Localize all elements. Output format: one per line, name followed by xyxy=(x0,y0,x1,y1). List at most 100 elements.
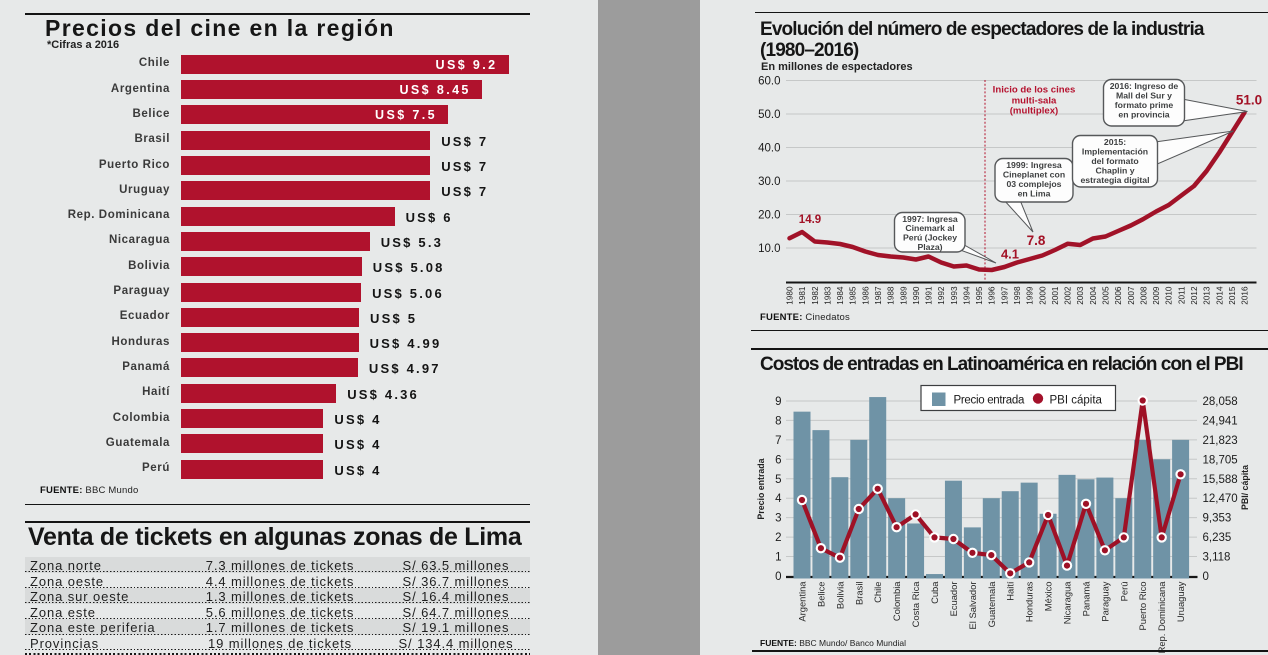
svg-text:Honduras: Honduras xyxy=(1024,581,1035,622)
svg-text:3,118: 3,118 xyxy=(1203,552,1231,564)
svg-text:1992: 1992 xyxy=(937,286,946,305)
svg-text:PBI cápita: PBI cápita xyxy=(1050,395,1103,407)
svg-text:2015:: 2015: xyxy=(1104,137,1126,147)
svg-text:1997: Ingresa: 1997: Ingresa xyxy=(902,214,958,224)
svg-text:1: 1 xyxy=(775,552,781,564)
svg-text:Haití: Haití xyxy=(1005,581,1016,601)
svg-text:1982: 1982 xyxy=(811,286,820,305)
svg-text:1996: 1996 xyxy=(988,286,997,305)
svg-text:5: 5 xyxy=(775,474,781,486)
svg-text:1990: 1990 xyxy=(912,286,921,305)
svg-text:30.0: 30.0 xyxy=(758,176,780,188)
svg-text:Colombia: Colombia xyxy=(891,581,902,621)
svg-text:1983: 1983 xyxy=(823,286,832,305)
svg-text:Inicio de los cines: Inicio de los cines xyxy=(993,85,1076,96)
svg-text:Cinemark al: Cinemark al xyxy=(905,223,954,233)
svg-text:Plaza): Plaza) xyxy=(917,242,942,252)
svg-text:1999: Ingresa: 1999: Ingresa xyxy=(1006,160,1062,170)
svg-text:2011: 2011 xyxy=(1177,286,1186,304)
svg-text:4: 4 xyxy=(775,493,782,505)
svg-text:Chile: Chile xyxy=(872,582,883,603)
svg-text:Chaplin y: Chaplin y xyxy=(1095,166,1134,176)
svg-text:estrategia digital: estrategia digital xyxy=(1080,175,1149,185)
svg-text:2000: 2000 xyxy=(1038,286,1047,305)
svg-text:1987: 1987 xyxy=(874,286,883,305)
svg-text:20.0: 20.0 xyxy=(758,210,780,222)
svg-text:en Lima: en Lima xyxy=(1018,189,1051,199)
svg-text:1989: 1989 xyxy=(899,286,908,305)
svg-text:(multiplex): (multiplex) xyxy=(1010,106,1059,117)
svg-text:2012: 2012 xyxy=(1190,286,1199,305)
svg-text:El Salvador: El Salvador xyxy=(967,582,978,630)
svg-text:9: 9 xyxy=(775,396,781,408)
svg-text:Paraguay: Paraguay xyxy=(1099,581,1110,621)
svg-text:15,588: 15,588 xyxy=(1203,474,1238,486)
svg-text:2007: 2007 xyxy=(1127,286,1136,305)
svg-text:1984: 1984 xyxy=(836,286,845,305)
svg-text:21,823: 21,823 xyxy=(1203,435,1238,447)
svg-text:2016: Ingreso de: 2016: Ingreso de xyxy=(1110,81,1179,91)
svg-text:Precio entrada: Precio entrada xyxy=(756,458,766,519)
svg-text:Bolivia: Bolivia xyxy=(834,581,845,609)
svg-text:formato prime: formato prime xyxy=(1115,100,1174,110)
svg-text:Mall del Sur y: Mall del Sur y xyxy=(1116,91,1172,101)
svg-text:1981: 1981 xyxy=(798,286,807,305)
svg-text:2: 2 xyxy=(775,532,781,544)
svg-text:2001: 2001 xyxy=(1051,286,1060,305)
svg-text:18,705: 18,705 xyxy=(1203,454,1238,466)
svg-text:0: 0 xyxy=(1203,571,1209,583)
svg-text:2003: 2003 xyxy=(1076,286,1085,305)
svg-text:Implementación: Implementación xyxy=(1082,147,1148,157)
svg-text:Uruaguay: Uruaguay xyxy=(1175,581,1186,622)
svg-text:PBI/ cápita: PBI/ cápita xyxy=(1240,465,1250,510)
svg-text:1986: 1986 xyxy=(861,286,870,305)
svg-text:1980: 1980 xyxy=(786,286,795,305)
svg-text:3: 3 xyxy=(775,513,781,525)
svg-text:Perú: Perú xyxy=(1118,582,1129,602)
svg-text:1993: 1993 xyxy=(950,286,959,305)
svg-text:1988: 1988 xyxy=(887,286,896,305)
svg-text:8: 8 xyxy=(775,415,781,427)
svg-text:Brasil: Brasil xyxy=(853,582,864,605)
svg-text:10.0: 10.0 xyxy=(758,243,780,255)
svg-text:40.0: 40.0 xyxy=(758,143,780,155)
svg-text:03 complejos: 03 complejos xyxy=(1006,179,1061,189)
svg-text:Ecuador: Ecuador xyxy=(948,582,959,617)
svg-text:1985: 1985 xyxy=(849,286,858,305)
svg-text:2006: 2006 xyxy=(1114,286,1123,305)
svg-text:60.0: 60.0 xyxy=(758,76,780,88)
svg-text:2014: 2014 xyxy=(1215,286,1224,305)
svg-text:24,941: 24,941 xyxy=(1203,415,1238,427)
svg-text:1998: 1998 xyxy=(1013,286,1022,305)
svg-text:2015: 2015 xyxy=(1228,286,1237,305)
svg-text:Precio entrada: Precio entrada xyxy=(954,395,1025,407)
svg-text:7: 7 xyxy=(775,435,781,447)
svg-text:2002: 2002 xyxy=(1064,286,1073,305)
svg-text:1997: 1997 xyxy=(1000,286,1009,305)
svg-text:7.8: 7.8 xyxy=(1027,233,1046,248)
svg-text:Rep. Dominicana: Rep. Dominicana xyxy=(1156,581,1167,654)
svg-text:Cuba: Cuba xyxy=(929,581,940,604)
svg-text:4.1: 4.1 xyxy=(1001,247,1019,262)
svg-text:0: 0 xyxy=(775,571,781,583)
svg-text:Guatemala: Guatemala xyxy=(986,581,997,628)
svg-text:12,470: 12,470 xyxy=(1203,493,1238,505)
svg-text:Nicaragua: Nicaragua xyxy=(1062,581,1073,625)
svg-text:Panamá: Panamá xyxy=(1081,581,1092,617)
svg-text:en provincia: en provincia xyxy=(1118,110,1169,120)
svg-text:Belice: Belice xyxy=(815,582,826,608)
svg-text:6: 6 xyxy=(775,454,781,466)
svg-text:14.9: 14.9 xyxy=(799,214,821,226)
svg-text:2009: 2009 xyxy=(1152,286,1161,305)
svg-text:Argentina: Argentina xyxy=(797,581,808,622)
svg-text:2013: 2013 xyxy=(1203,286,1212,305)
svg-text:multi-sala: multi-sala xyxy=(1012,96,1057,107)
svg-text:6,235: 6,235 xyxy=(1203,532,1232,544)
svg-text:2005: 2005 xyxy=(1102,286,1111,305)
svg-text:México: México xyxy=(1043,582,1054,612)
svg-text:Puerto Rico: Puerto Rico xyxy=(1137,582,1148,631)
svg-text:del formato: del formato xyxy=(1091,156,1138,166)
svg-text:Perú (Jockey: Perú (Jockey xyxy=(903,233,957,243)
svg-text:2010: 2010 xyxy=(1165,286,1174,305)
svg-text:1999: 1999 xyxy=(1026,286,1035,305)
